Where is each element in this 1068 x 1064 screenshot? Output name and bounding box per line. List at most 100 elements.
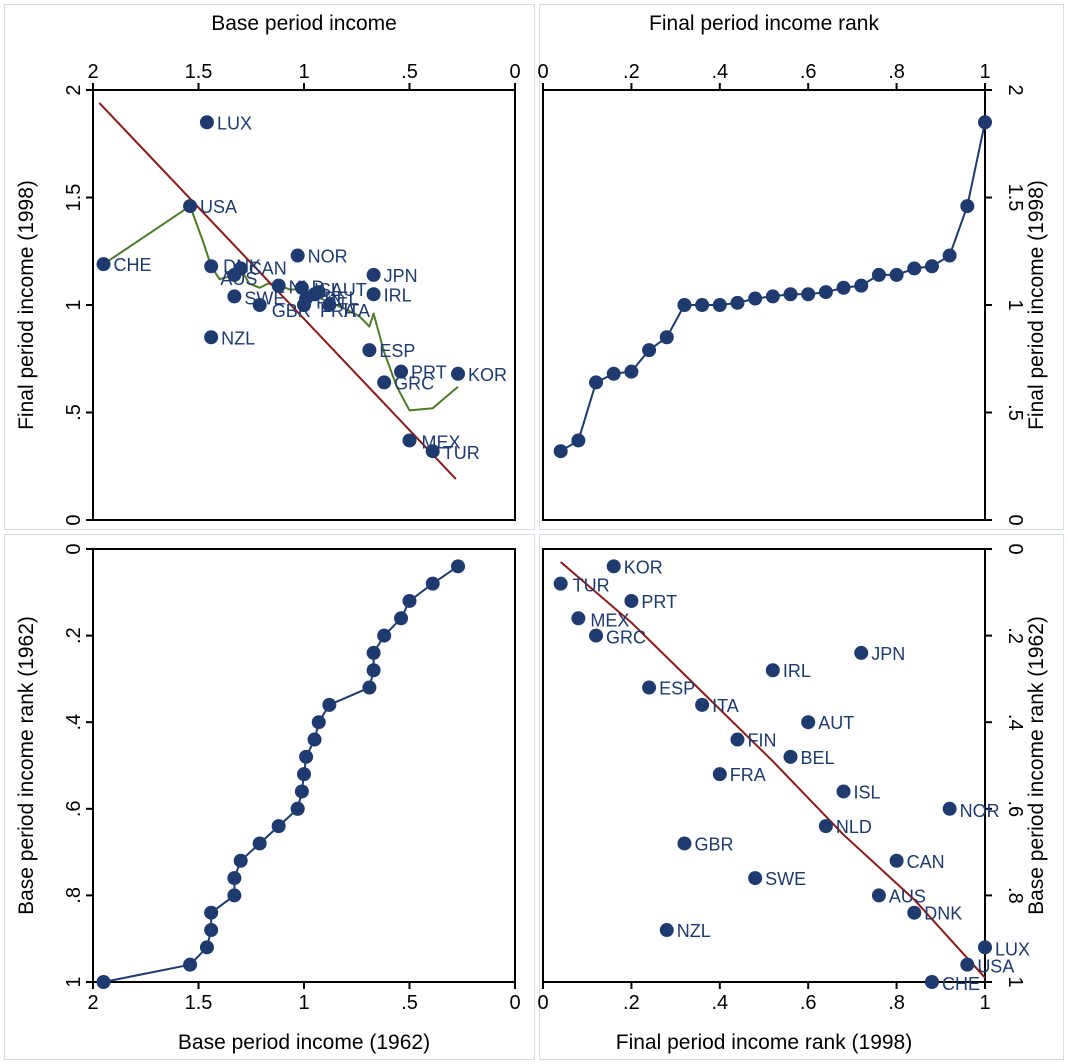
data-point xyxy=(425,444,440,459)
x-tick-label: 1 xyxy=(979,992,990,1014)
data-point xyxy=(589,628,604,643)
y-axis-title: Final period income (1998) xyxy=(1025,180,1048,430)
point-label: JPN xyxy=(871,644,905,664)
data-point xyxy=(907,261,922,276)
data-point xyxy=(854,278,869,293)
data-point xyxy=(978,115,992,130)
x-tick-label: .6 xyxy=(800,992,817,1014)
point-label: KOR xyxy=(468,365,507,385)
x-tick-label: .8 xyxy=(888,61,905,83)
data-point xyxy=(836,784,851,799)
x-tick-label: 0 xyxy=(509,61,520,83)
data-point xyxy=(748,291,763,306)
y-tick-label: .6 xyxy=(63,800,85,817)
data-point xyxy=(204,905,219,920)
x-axis-title: Base period income (1962) xyxy=(178,1031,430,1054)
data-point xyxy=(96,257,111,272)
data-point xyxy=(677,836,692,851)
x-tick-label: .4 xyxy=(711,992,728,1014)
data-point xyxy=(801,287,816,302)
data-point xyxy=(818,285,833,300)
data-point xyxy=(451,366,466,381)
data-point xyxy=(183,957,198,972)
plot-region xyxy=(542,548,986,983)
y-tick-label: .5 xyxy=(63,404,85,421)
data-point xyxy=(294,784,309,799)
point-label: USA xyxy=(977,957,1014,977)
y-tick-label: 1 xyxy=(63,976,85,987)
data-point xyxy=(227,289,242,304)
point-label: TUR xyxy=(573,576,610,596)
data-point xyxy=(294,280,309,295)
panel-frame xyxy=(4,534,535,1060)
y-tick-label: .2 xyxy=(63,627,85,644)
data-point xyxy=(606,366,621,381)
point-label: FRA xyxy=(730,765,766,785)
panel-frame xyxy=(539,4,1064,530)
x-tick-label: 1.5 xyxy=(185,61,213,83)
data-point xyxy=(942,248,957,263)
point-label: BEL xyxy=(801,748,835,768)
point-label: PRT xyxy=(641,592,677,612)
y-tick-label: 1 xyxy=(1004,976,1026,987)
y-tick-label: .2 xyxy=(1004,627,1026,644)
point-label: AUT xyxy=(331,280,367,300)
data-point xyxy=(836,280,851,295)
x-tick-label: .2 xyxy=(623,992,640,1014)
y-tick-label: 0 xyxy=(1004,514,1026,525)
data-point xyxy=(297,767,311,782)
y-tick-label: .4 xyxy=(63,714,85,731)
data-point xyxy=(695,697,710,712)
data-point xyxy=(606,559,621,574)
point-label: DNK xyxy=(924,904,962,924)
y-tick-label: 1.5 xyxy=(1004,184,1026,212)
data-point xyxy=(199,115,214,130)
point-label: USA xyxy=(200,197,237,217)
data-point xyxy=(271,819,286,834)
x-tick-label: 1 xyxy=(298,992,309,1014)
data-point xyxy=(322,298,337,312)
data-point xyxy=(271,278,286,293)
point-label: LUX xyxy=(217,113,252,133)
y-tick-label: .5 xyxy=(1004,404,1026,421)
point-label: CHE xyxy=(114,255,152,275)
data-point xyxy=(402,433,417,448)
data-point xyxy=(871,888,886,903)
x-axis-title: Base period income xyxy=(211,12,397,35)
x-tick-label: 1.5 xyxy=(185,992,213,1014)
x-tick-label: 2 xyxy=(87,61,98,83)
y-tick-label: .8 xyxy=(63,887,85,904)
point-label: MEX xyxy=(590,610,629,630)
panel-frame xyxy=(539,534,1064,1060)
data-point xyxy=(659,923,674,938)
data-point xyxy=(227,871,242,886)
data-point xyxy=(394,611,409,626)
point-label: CAN xyxy=(907,852,945,872)
x-axis-title: Final period income rank (1998) xyxy=(616,1031,912,1054)
data-point xyxy=(765,663,780,678)
point-label: NZL xyxy=(677,921,711,941)
panel-bottom-right: 0 .2 .4 .6 .8 1 0 .2 .4 .6 .8 1 Final period income … xyxy=(537,534,1064,1060)
x-tick-label: 0 xyxy=(509,992,520,1014)
data-point xyxy=(366,287,381,302)
data-point xyxy=(659,330,674,345)
data-point xyxy=(978,940,992,955)
data-point xyxy=(553,444,568,459)
point-label: NZL xyxy=(221,328,255,348)
data-point xyxy=(252,298,267,312)
data-point xyxy=(960,957,975,972)
data-point xyxy=(924,259,939,274)
point-label: GRC xyxy=(394,373,434,393)
x-tick-label: .2 xyxy=(623,61,640,83)
data-point xyxy=(642,680,657,695)
panel-top-right: 0 .2 .4 .6 .8 1 0 .5 1 1.5 2 Final period income ra… xyxy=(537,4,1064,530)
data-point xyxy=(394,364,409,379)
point-label: IRL xyxy=(384,285,412,305)
data-point xyxy=(907,905,922,920)
y-tick-label: 0 xyxy=(1004,543,1026,554)
plot-region xyxy=(542,89,986,521)
data-point xyxy=(362,343,377,358)
point-label: CAN xyxy=(249,258,287,278)
